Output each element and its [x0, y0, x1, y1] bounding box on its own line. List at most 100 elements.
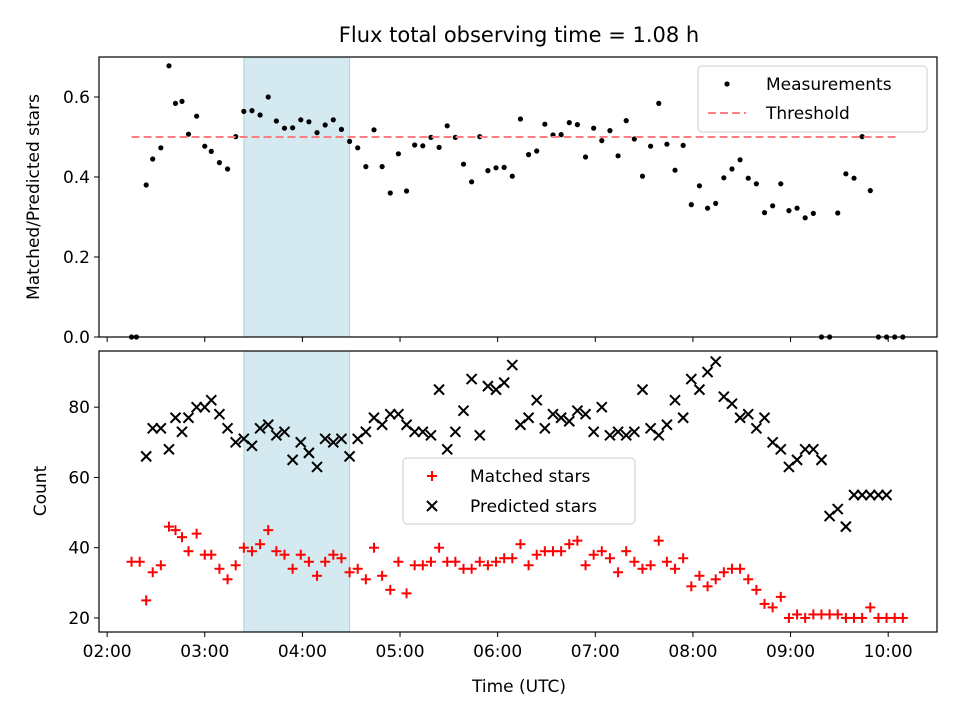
- predicted-star-point: [205, 394, 217, 406]
- x-tick-label: 06:00: [473, 642, 522, 662]
- measurement-point: [290, 125, 296, 131]
- matched-star-point: [702, 581, 713, 592]
- measurement-point: [509, 173, 515, 179]
- x-axis-label: Time (UTC): [471, 677, 566, 697]
- matched-star-point: [401, 588, 412, 599]
- predicted-star-point: [799, 443, 811, 456]
- measurement-point: [501, 164, 507, 170]
- predicted-star-point: [669, 394, 681, 406]
- matched-star-point: [246, 546, 257, 557]
- matched-star-point: [271, 546, 282, 557]
- predicted-star-point: [555, 412, 567, 424]
- predicted-star-point: [677, 412, 689, 424]
- measurement-point: [753, 181, 759, 187]
- measurement-point: [688, 202, 694, 208]
- predicted-star-point: [571, 405, 584, 417]
- predicted-star-point: [880, 489, 893, 501]
- measurement-point: [306, 119, 312, 125]
- y-tick-label: 20: [68, 609, 90, 629]
- y-tick-label: 0.0: [63, 328, 90, 348]
- matched-star-point: [303, 556, 314, 567]
- measurement-point: [639, 173, 646, 179]
- predicted-star-point: [303, 447, 315, 459]
- measurement-point: [387, 190, 393, 196]
- measurement-point: [867, 188, 873, 194]
- matched-star-point: [328, 549, 339, 560]
- measurement-point: [355, 145, 361, 151]
- x-tick-label: 07:00: [571, 642, 620, 662]
- matched-star-point: [344, 567, 355, 578]
- measurement-point: [721, 175, 727, 181]
- matched-star-point: [661, 556, 672, 567]
- measurement-point: [241, 108, 247, 114]
- predicted-star-point: [182, 412, 195, 424]
- matched-star-point: [507, 553, 518, 564]
- top-panel: 0.0 0.2 0.4 0.6 Measurements Threshold: [63, 56, 938, 348]
- measurement-point: [623, 118, 629, 124]
- matched-star-point: [596, 546, 607, 557]
- matched-star-point: [230, 560, 241, 571]
- matched-star-point: [637, 563, 648, 574]
- predicted-star-point: [169, 412, 182, 424]
- predicted-star-point: [335, 433, 348, 445]
- predicted-star-point: [531, 394, 543, 406]
- matched-star-point: [767, 602, 778, 613]
- measurement-point: [338, 126, 345, 132]
- matched-star-point: [832, 609, 843, 620]
- matched-star-point: [295, 549, 306, 560]
- matched-star-point: [163, 521, 174, 532]
- predicted-star-point: [856, 489, 868, 501]
- predicted-star-point: [628, 426, 641, 438]
- matched-star-point: [222, 574, 233, 585]
- measurement-point: [420, 143, 426, 149]
- predicted-star-point: [327, 436, 340, 449]
- predicted-star-point: [864, 489, 876, 501]
- predicted-star-point: [286, 454, 299, 466]
- matched-star-point: [792, 609, 803, 620]
- y-tick-label: 80: [68, 398, 90, 418]
- measurement-point: [566, 120, 572, 126]
- y-tick-label: 60: [68, 468, 90, 488]
- predicted-star-point: [376, 419, 388, 431]
- matched-star-point: [263, 525, 274, 536]
- y-tick-label: 40: [68, 539, 90, 559]
- measurement-point: [574, 122, 580, 128]
- matched-star-point: [155, 560, 166, 571]
- measurement-point: [194, 113, 200, 119]
- matched-star-point: [255, 539, 266, 550]
- predicted-star-point: [425, 429, 437, 442]
- matched-star-point: [474, 556, 485, 567]
- measurement-point: [216, 160, 223, 166]
- matched-star-point: [588, 549, 599, 560]
- predicted-star-point: [693, 383, 706, 396]
- predicted-star-point: [392, 408, 405, 420]
- matched-stars-series: [126, 521, 908, 623]
- measurement-point: [664, 141, 670, 147]
- predicted-star-point: [661, 419, 673, 431]
- predicted-star-point: [246, 440, 258, 452]
- x-tick-label: 02:00: [83, 642, 132, 662]
- matched-star-point: [176, 532, 187, 543]
- measurement-point: [794, 205, 800, 211]
- predicted-star-point: [384, 408, 396, 420]
- predicted-star-point: [636, 383, 649, 396]
- measurement-point: [322, 122, 328, 128]
- matched-star-point: [434, 542, 445, 553]
- matched-star-point: [170, 525, 181, 536]
- x-tick-label: 09:00: [766, 642, 815, 662]
- measurement-point: [786, 208, 792, 214]
- measurement-point: [314, 130, 320, 136]
- matched-star-point: [653, 535, 664, 546]
- measurement-point: [158, 145, 164, 151]
- measurement-point: [729, 166, 735, 172]
- measurement-point: [412, 142, 418, 148]
- predicted-star-point: [506, 359, 519, 371]
- measurement-point: [346, 138, 353, 144]
- measurement-point: [166, 63, 172, 69]
- matched-star-point: [678, 553, 689, 564]
- measurement-point: [493, 165, 499, 171]
- predicted-star-point: [563, 415, 575, 427]
- measurement-point: [395, 151, 402, 157]
- x-tick-label: 04:00: [278, 642, 327, 662]
- measurement-point: [778, 181, 784, 187]
